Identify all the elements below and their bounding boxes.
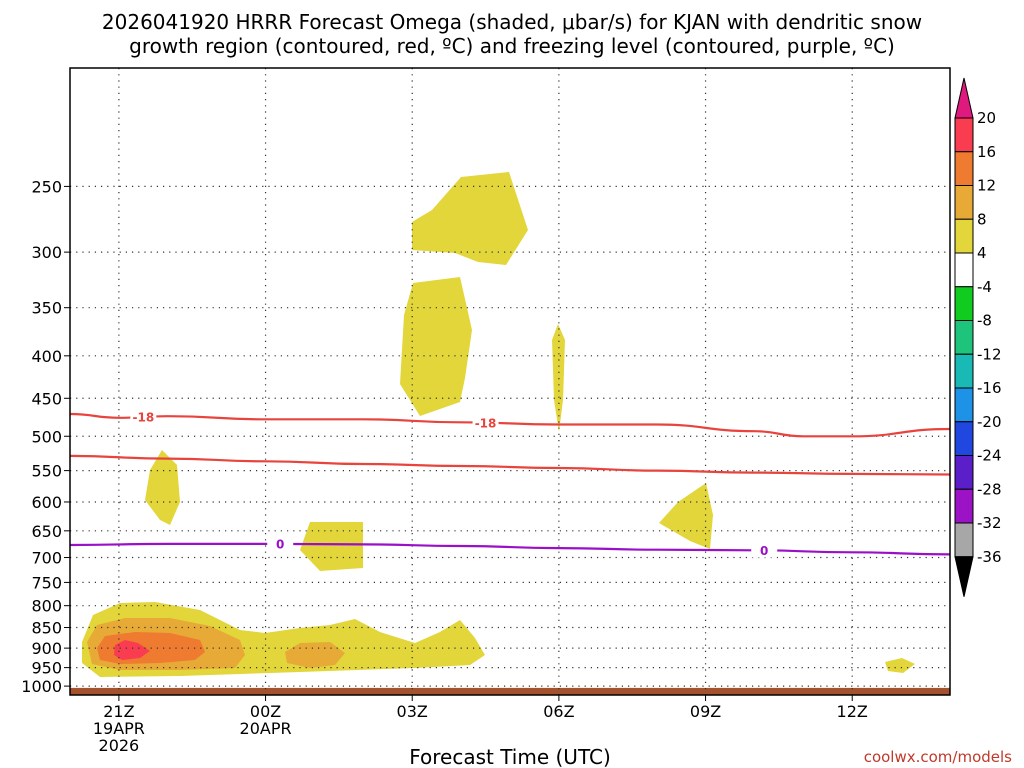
- x-tick-label-09Z: 09Z: [690, 702, 721, 721]
- terrain-layer: [70, 687, 950, 695]
- x-tick-label-00Z: 00Z: [250, 702, 281, 721]
- y-tick-label-250: 250: [31, 177, 62, 196]
- plot-frame: [69, 67, 951, 696]
- colorbar-segment-4: [954, 252, 974, 288]
- pressure-axis: 2503003504004505005506006507007508008509…: [21, 177, 70, 696]
- x-tick-label-21Z: 21Z: [103, 702, 134, 721]
- terrain-strip: [70, 687, 950, 695]
- y-tick-label-400: 400: [31, 347, 62, 366]
- site-credit: coolwx.com/models: [864, 748, 1012, 766]
- colorbar-segment-7: [954, 353, 974, 389]
- x-tick-label-06Z: 06Z: [543, 702, 574, 721]
- contour-label-0-0: -18: [132, 411, 154, 425]
- colorbar-label-1: 16: [977, 143, 996, 161]
- omega-fill-upper-blob: [412, 172, 528, 265]
- omega-fill-mid-blob: [400, 277, 472, 416]
- y-tick-label-300: 300: [31, 243, 62, 262]
- omega-fill-00z-blob: [300, 522, 363, 571]
- contour-label-0-1: -18: [475, 416, 497, 430]
- contour-line-0: [69, 412, 951, 438]
- omega-fill-09z-blob: [659, 483, 713, 549]
- colorbar-label-2: 12: [977, 177, 996, 195]
- chart-title-line1: 2026041920 HRRR Forecast Omega (shaded, …: [102, 10, 922, 34]
- x-tick-label-00Z-sub1: 20APR: [240, 719, 292, 738]
- y-tick-label-500: 500: [31, 427, 62, 446]
- y-tick-label-900: 900: [31, 639, 62, 658]
- contour-layer: -18 -18 0 0: [69, 410, 951, 558]
- colorbar-top-extend: [954, 77, 974, 119]
- colorbar-label-3: 8: [977, 210, 987, 228]
- y-tick-label-1000: 1000: [21, 677, 62, 696]
- colorbar: 20 16 12 8 4 -4 -8 -12 -16 -20 -24 -28 -32 -36: [954, 77, 1002, 597]
- omega-fill-left-blob: [145, 450, 180, 525]
- colorbar-bottom-extend: [954, 556, 974, 597]
- colorbar-label-9: -20: [977, 413, 1002, 431]
- colorbar-segment-12: [954, 522, 974, 558]
- colorbar-label-11: -28: [977, 480, 1002, 498]
- colorbar-label-7: -12: [977, 345, 1002, 363]
- contour-label-2-0: 0: [276, 537, 284, 551]
- y-tick-label-650: 650: [31, 522, 62, 541]
- colorbar-label-13: -36: [977, 548, 1002, 566]
- colorbar-segment-2: [954, 185, 974, 220]
- colorbar-label-12: -32: [977, 514, 1002, 532]
- colorbar-label-10: -24: [977, 447, 1002, 465]
- colorbar-segment-3: [954, 218, 974, 254]
- colorbar-segment-8: [954, 387, 974, 423]
- colorbar-segment-9: [954, 421, 974, 456]
- contour-label-bg-0-0: [130, 410, 157, 425]
- colorbar-label-8: -16: [977, 379, 1002, 397]
- contour-label-2-1: 0: [760, 544, 768, 558]
- colorbar-label-4: 4: [977, 244, 987, 262]
- x-tick-label-21Z-sub2: 2026: [99, 736, 140, 755]
- x-tick-label-12Z: 12Z: [837, 702, 868, 721]
- y-tick-label-800: 800: [31, 597, 62, 616]
- colorbar-label-5: -4: [977, 278, 992, 296]
- colorbar-segment-11: [954, 488, 974, 524]
- x-tick-label-03Z: 03Z: [397, 702, 428, 721]
- y-tick-label-600: 600: [31, 493, 62, 512]
- colorbar-segment-5: [954, 286, 974, 321]
- colorbar-segment-10: [954, 455, 974, 490]
- colorbar-label-0: 20: [977, 109, 996, 127]
- chart-title-line2: growth region (contoured, red, ºC) and f…: [129, 34, 895, 58]
- y-tick-label-700: 700: [31, 549, 62, 568]
- y-tick-label-550: 550: [31, 462, 62, 481]
- y-tick-label-750: 750: [31, 573, 62, 592]
- y-tick-label-450: 450: [31, 389, 62, 408]
- contour-line-2: [69, 542, 951, 556]
- colorbar-label-6: -8: [977, 312, 992, 330]
- contour-label-bg-0-1: [472, 415, 499, 430]
- omega-fill-right-dot: [885, 658, 915, 673]
- omega-fill-level-16-20: [114, 640, 150, 660]
- x-axis-label: Forecast Time (UTC): [409, 745, 611, 768]
- grid-layer: [70, 68, 950, 695]
- contour-line-1: [69, 454, 951, 476]
- colorbar-segment-1: [954, 151, 974, 186]
- y-tick-label-850: 850: [31, 619, 62, 638]
- x-tick-label-21Z-sub1: 19APR: [93, 719, 145, 738]
- contour-label-bg-2-0: [267, 536, 294, 551]
- contour-label-bg-2-1: [751, 543, 778, 558]
- y-tick-label-350: 350: [31, 299, 62, 318]
- colorbar-segment-0: [954, 117, 974, 153]
- y-tick-label-950: 950: [31, 659, 62, 678]
- colorbar-segment-6: [954, 320, 974, 355]
